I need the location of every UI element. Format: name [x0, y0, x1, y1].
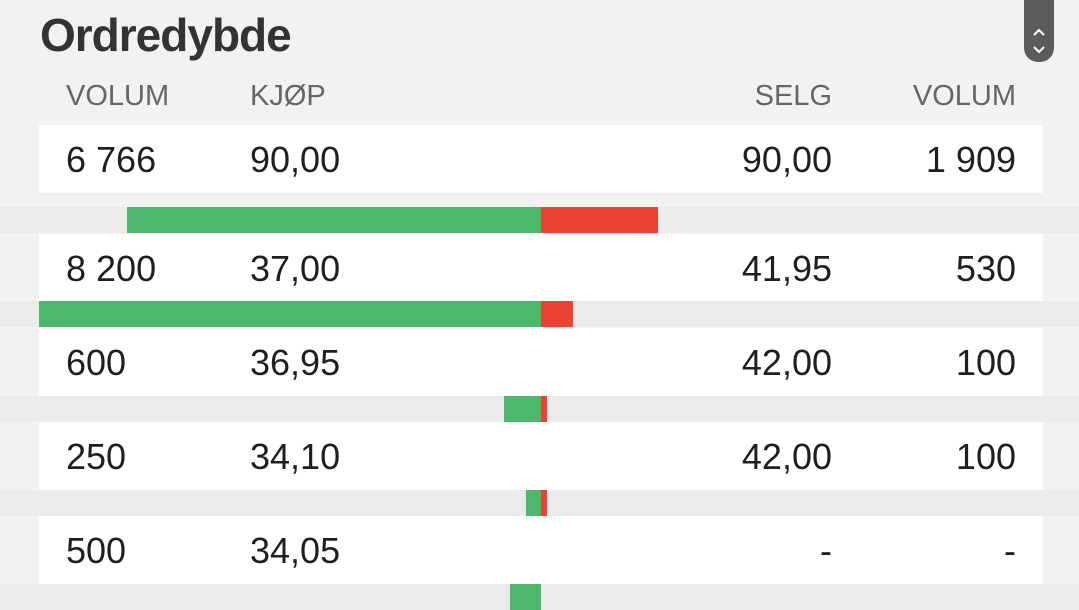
sell-volume: 100: [955, 342, 1016, 383]
buy-depth-bar: [127, 207, 541, 233]
depth-bar-lane: [0, 490, 1079, 516]
header-sell-volume: VOLUM: [912, 80, 1016, 112]
header-buy-price: KJØP: [250, 80, 326, 112]
sell-depth-bar: [541, 301, 573, 327]
chevron-down-icon[interactable]: [1032, 45, 1046, 54]
table-header: VOLUM KJØP SELG VOLUM: [0, 76, 1079, 120]
order-row: 600 36,95 42,00 100: [39, 328, 1043, 396]
buy-price: 36,95: [250, 342, 341, 383]
depth-bar-lane: [0, 207, 1079, 233]
sell-volume: 530: [955, 248, 1016, 289]
scroll-control[interactable]: [1024, 0, 1054, 62]
chevron-up-icon[interactable]: [1032, 28, 1046, 37]
order-row: 500 34,05 - -: [39, 516, 1043, 584]
buy-price: 37,00: [250, 248, 341, 289]
order-row: 8 200 37,00 41,95 530: [39, 234, 1043, 302]
buy-volume: 500: [66, 530, 127, 571]
sell-volume: 1 909: [925, 139, 1016, 180]
depth-bar-lane: [0, 301, 1079, 327]
buy-price: 90,00: [250, 139, 341, 180]
depth-bar-lane: [0, 584, 1079, 610]
buy-volume: 250: [66, 436, 127, 477]
sell-price: 42,00: [741, 342, 832, 383]
sell-volume: -: [1004, 530, 1016, 571]
buy-price: 34,10: [250, 436, 341, 477]
page-title: Ordredybde: [40, 9, 292, 61]
depth-bar-lane: [0, 396, 1079, 422]
sell-price: 90,00: [741, 139, 832, 180]
order-row: 250 34,10 42,00 100: [39, 422, 1043, 490]
buy-price: 34,05: [250, 530, 341, 571]
order-row: 6 766 90,00 90,00 1 909: [39, 125, 1043, 193]
buy-depth-bar: [510, 584, 541, 610]
sell-volume: 100: [955, 436, 1016, 477]
buy-volume: 6 766: [66, 139, 157, 180]
buy-depth-bar: [504, 396, 541, 422]
buy-depth-bar: [526, 490, 541, 516]
buy-volume: 8 200: [66, 248, 157, 289]
sell-price: 42,00: [741, 436, 832, 477]
sell-depth-bar: [541, 490, 547, 516]
buy-depth-bar: [39, 301, 541, 327]
header-buy-volume: VOLUM: [66, 80, 170, 112]
sell-depth-bar: [541, 396, 547, 422]
buy-volume: 600: [66, 342, 127, 383]
sell-price: -: [820, 530, 832, 571]
sell-depth-bar: [541, 207, 658, 233]
header-sell-price: SELG: [754, 80, 832, 112]
sell-price: 41,95: [741, 248, 832, 289]
